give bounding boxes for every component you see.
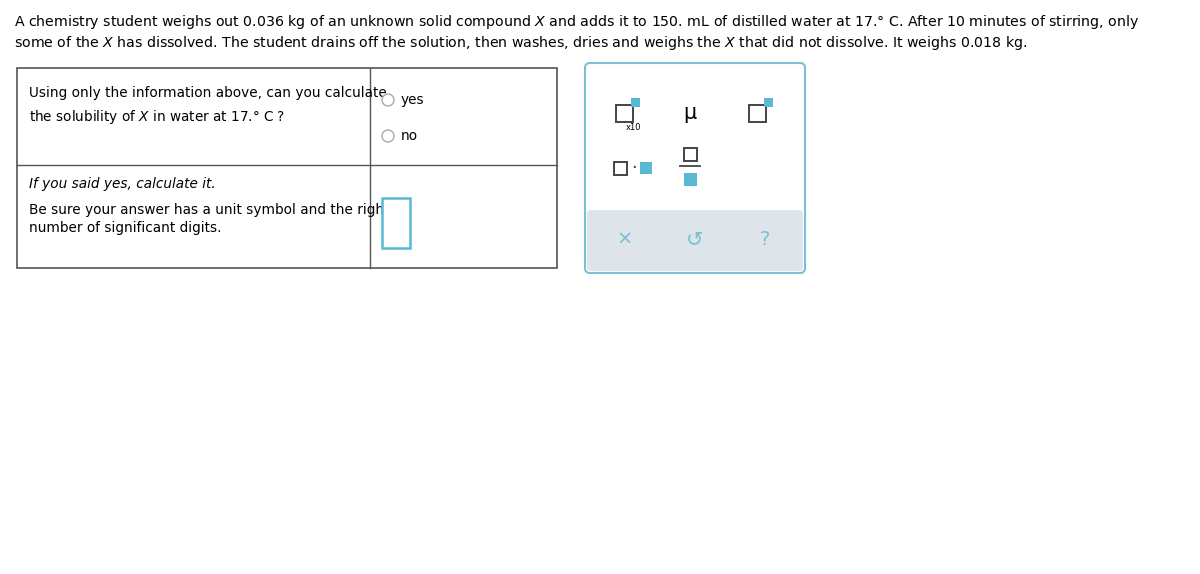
Text: the solubility of $\mathit{X}$ in water at 17.° C ?: the solubility of $\mathit{X}$ in water … [29, 108, 286, 126]
Text: Using only the information above, can you calculate: Using only the information above, can yo… [29, 86, 386, 100]
Text: Be sure your answer has a unit symbol and the right: Be sure your answer has a unit symbol an… [29, 203, 390, 217]
Circle shape [382, 130, 394, 142]
Bar [749, 104, 766, 122]
Bar [763, 98, 773, 107]
Text: A chemistry student weighs out 0.036 kg of an unknown solid compound $\mathit{X}: A chemistry student weighs out 0.036 kg … [14, 13, 1139, 31]
Bar [382, 198, 410, 248]
Bar [684, 173, 696, 185]
Text: x10: x10 [626, 123, 642, 132]
Text: ×: × [617, 230, 634, 249]
Bar [640, 162, 652, 174]
Text: yes: yes [401, 93, 425, 107]
Text: no: no [401, 129, 418, 143]
Circle shape [382, 94, 394, 106]
Bar [613, 161, 626, 174]
FancyBboxPatch shape [587, 210, 803, 271]
Bar [684, 148, 696, 161]
Bar [630, 98, 640, 107]
Text: If you said yes, calculate it.: If you said yes, calculate it. [29, 177, 216, 191]
Text: ?: ? [760, 230, 770, 249]
Bar [616, 104, 632, 122]
Text: number of significant digits.: number of significant digits. [29, 221, 222, 235]
Text: μ: μ [683, 103, 697, 123]
Text: ·: · [631, 159, 637, 177]
FancyBboxPatch shape [586, 63, 805, 273]
Text: some of the $\mathit{X}$ has dissolved. The student drains off the solution, the: some of the $\mathit{X}$ has dissolved. … [14, 34, 1027, 52]
Bar [17, 68, 557, 268]
Text: ↺: ↺ [686, 230, 703, 250]
